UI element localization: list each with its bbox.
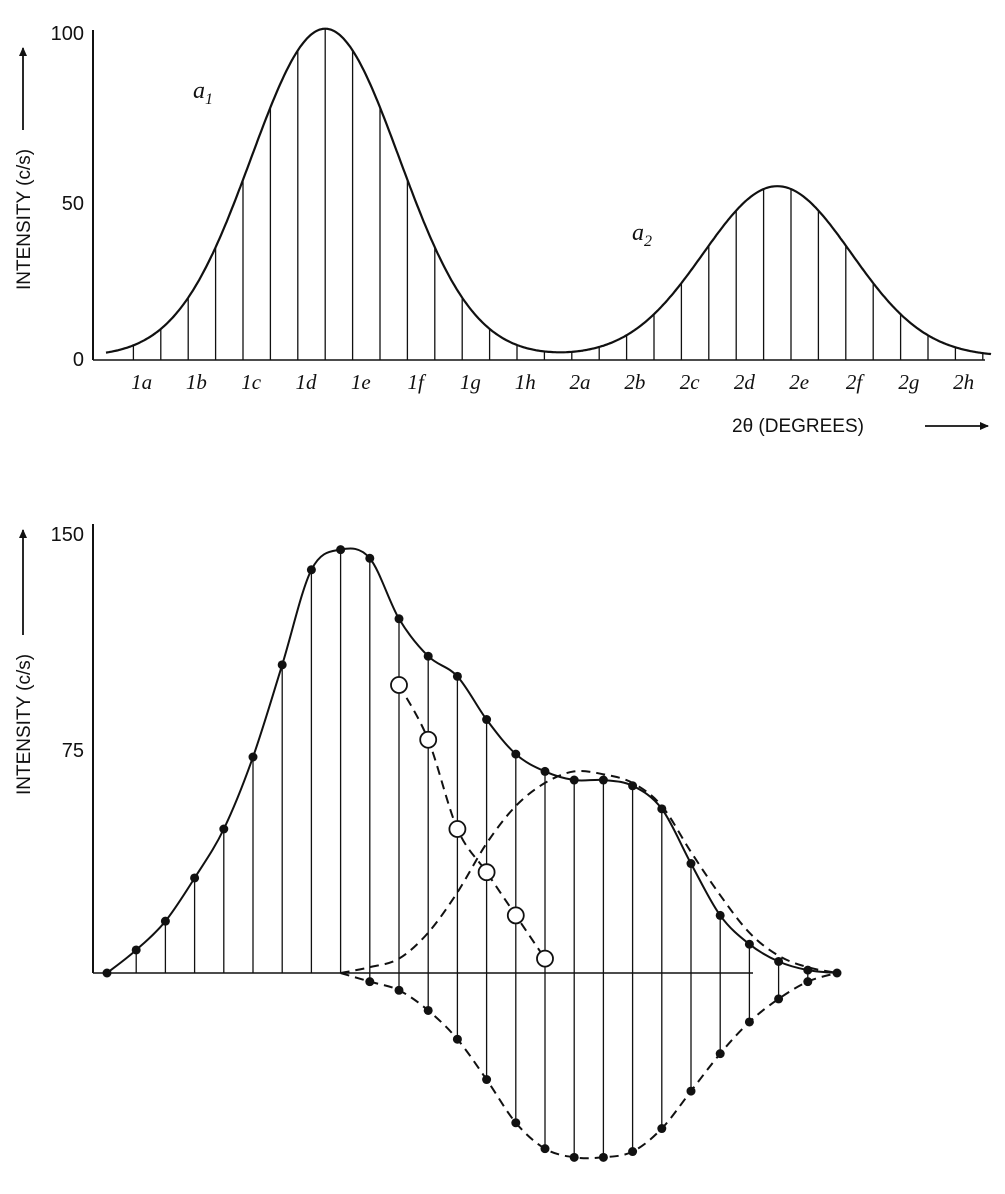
top-category-label: 1c <box>241 370 262 394</box>
data-point <box>306 565 316 575</box>
data-point <box>569 1152 579 1162</box>
data-point <box>657 1124 667 1134</box>
data-point <box>248 752 258 762</box>
data-point <box>628 781 638 791</box>
bottom-curve-solid-dots <box>106 547 838 974</box>
data-point <box>102 968 112 978</box>
bottom-hatch-lines <box>135 549 809 1158</box>
data-point <box>540 1144 550 1154</box>
top-category-label: 1d <box>296 370 318 394</box>
top-category-label: 1b <box>186 370 207 394</box>
top-category-label: 2g <box>898 370 919 394</box>
top-category-label: 2b <box>624 370 645 394</box>
open-data-point <box>506 906 525 925</box>
data-point <box>774 956 784 966</box>
top-hatch-lines <box>132 28 984 360</box>
data-point <box>540 766 550 776</box>
data-point <box>365 977 375 987</box>
peak-label-a1: a1 <box>193 78 213 108</box>
bottom-y-axis-title: INTENSITY (c/s) <box>14 654 35 795</box>
data-point <box>569 775 579 785</box>
top-chart: 0 50 100 INTENSITY (c/s) 1a 1b 1c 1d 1e 1f 1g 1… <box>14 23 992 437</box>
data-point <box>277 660 287 670</box>
data-point <box>511 749 521 759</box>
top-ytick-label: 50 <box>62 193 84 215</box>
data-point <box>452 1034 462 1044</box>
top-intensity-curve <box>105 27 992 356</box>
data-point <box>482 1075 492 1085</box>
top-category-label: 2d <box>734 370 756 394</box>
bottom-curves <box>106 547 838 1160</box>
bottom-ylabel: INTENSITY (c/s) <box>14 654 35 795</box>
data-point <box>394 985 404 995</box>
top-category-label: 1e <box>351 370 371 394</box>
data-point <box>131 945 141 955</box>
data-point <box>657 804 667 814</box>
data-point <box>774 994 784 1004</box>
bottom-curve-dashed-dots-negative <box>340 972 838 1160</box>
top-category-label: 2a <box>570 370 591 394</box>
top-category-label: 1f <box>407 370 427 394</box>
data-point <box>423 651 433 661</box>
data-point <box>365 553 375 563</box>
top-category-labels: 1a 1b 1c 1d 1e 1f 1g 1h 2a 2b 2c 2d 2e 2f 2g 2h <box>131 370 974 394</box>
data-point <box>628 1147 638 1157</box>
bottom-chart: 75 150 INTENSITY (c/s) <box>14 524 842 1162</box>
data-point <box>686 1086 696 1096</box>
top-ylabel: INTENSITY (c/s) <box>14 149 35 290</box>
top-category-label: 1h <box>515 370 536 394</box>
top-category-label: 2e <box>789 370 809 394</box>
open-data-point <box>419 730 438 749</box>
data-point <box>160 916 170 926</box>
data-point <box>715 910 725 920</box>
bottom-curve-dashed <box>340 769 838 974</box>
top-y-axis-title: INTENSITY (c/s) <box>14 149 35 290</box>
data-point <box>394 614 404 624</box>
data-point <box>598 1152 608 1162</box>
data-point <box>598 775 608 785</box>
data-point <box>423 1005 433 1015</box>
top-category-label: 2f <box>846 370 866 394</box>
bottom-ytick-label: 150 <box>51 524 84 546</box>
data-point <box>715 1049 725 1059</box>
data-point <box>452 671 462 681</box>
open-data-point <box>390 676 408 694</box>
top-xlabel: 2θ (DEGREES) <box>732 416 864 437</box>
bottom-markers <box>102 545 842 1162</box>
data-point <box>336 545 346 555</box>
data-point <box>803 965 813 975</box>
data-point <box>190 873 200 883</box>
top-category-label: 1g <box>460 370 481 394</box>
data-point <box>482 715 492 725</box>
open-data-point <box>477 863 496 882</box>
top-category-label: 2h <box>953 370 974 394</box>
peak-label-a2: a2 <box>632 220 652 250</box>
data-point <box>803 977 813 987</box>
top-category-label: 1a <box>131 370 152 394</box>
top-category-label: 2c <box>680 370 701 394</box>
top-ytick-label: 0 <box>73 349 84 371</box>
data-point <box>832 968 842 978</box>
data-point <box>686 859 696 869</box>
bottom-ytick-label: 75 <box>62 740 84 762</box>
data-point <box>219 824 229 834</box>
data-point <box>744 939 754 949</box>
data-point <box>511 1118 521 1128</box>
data-point <box>744 1017 754 1027</box>
open-data-point <box>448 820 467 838</box>
open-data-point <box>536 949 554 968</box>
top-ytick-label: 100 <box>51 23 84 45</box>
